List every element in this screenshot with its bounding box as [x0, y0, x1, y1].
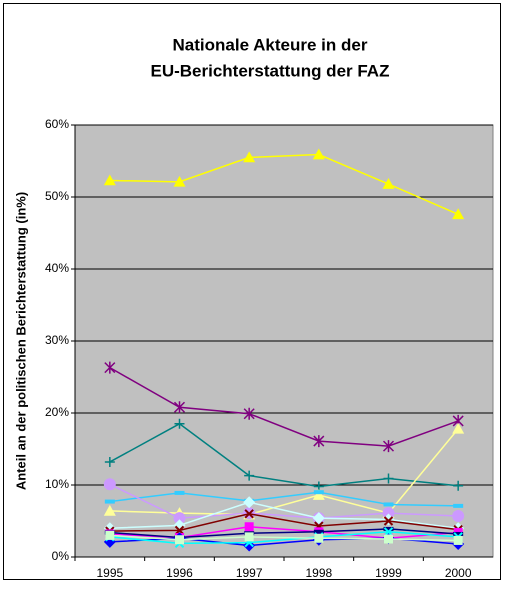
marker [452, 208, 465, 220]
marker [243, 407, 255, 420]
x-tick-label: 1998 [305, 566, 332, 580]
marker [244, 470, 255, 481]
y-tick-label: 0% [52, 549, 70, 563]
marker [104, 456, 115, 467]
series-line [109, 422, 459, 488]
marker [244, 522, 254, 532]
x-tick-label: 1996 [166, 566, 193, 580]
series-line [109, 513, 459, 532]
marker [105, 530, 115, 540]
marker [243, 496, 256, 509]
marker [452, 509, 465, 522]
marker [382, 178, 395, 189]
y-axis-label: Anteil an der politischen Berichterstatt… [13, 192, 28, 490]
series-line [109, 534, 459, 542]
x-tick-label: 1995 [96, 566, 123, 580]
y-tick-label: 20% [45, 405, 69, 419]
y-tick-label: 60% [45, 117, 69, 131]
marker [382, 440, 395, 453]
series-line [109, 501, 459, 529]
marker [103, 174, 116, 186]
chart-title: EU-Berichterstattung der FAZ [151, 61, 390, 80]
marker [314, 533, 324, 543]
marker [452, 422, 465, 434]
series-line [109, 528, 459, 539]
marker [453, 480, 464, 491]
marker [243, 151, 256, 163]
marker [383, 473, 394, 484]
series-line [109, 531, 459, 545]
marker [453, 535, 463, 545]
marker [382, 513, 395, 526]
marker [244, 532, 254, 542]
marker [313, 435, 325, 448]
series-line [109, 483, 459, 519]
marker [312, 489, 325, 500]
marker [312, 512, 325, 525]
x-tick-label: 1999 [375, 566, 402, 580]
marker [103, 504, 116, 516]
marker [384, 534, 393, 544]
y-tick-label: 30% [45, 333, 69, 347]
series-line [109, 491, 459, 507]
marker [383, 527, 394, 537]
y-tick-label: 40% [45, 261, 69, 275]
y-tick-label: 50% [45, 189, 69, 203]
marker [173, 175, 186, 187]
chart-title: Nationale Akteure in der [173, 35, 368, 54]
x-tick-label: 1997 [236, 566, 263, 580]
marker [173, 401, 186, 414]
series-line [109, 366, 459, 447]
marker [175, 535, 184, 545]
marker [174, 525, 185, 536]
marker [104, 361, 116, 374]
series-line [109, 153, 459, 215]
marker [103, 478, 116, 491]
marker [174, 418, 185, 429]
marker [312, 148, 325, 160]
marker [173, 512, 186, 525]
y-tick-label: 10% [45, 477, 69, 491]
marker [382, 507, 395, 520]
x-tick-label: 2000 [445, 566, 472, 580]
marker [244, 509, 254, 519]
marker [383, 516, 394, 526]
